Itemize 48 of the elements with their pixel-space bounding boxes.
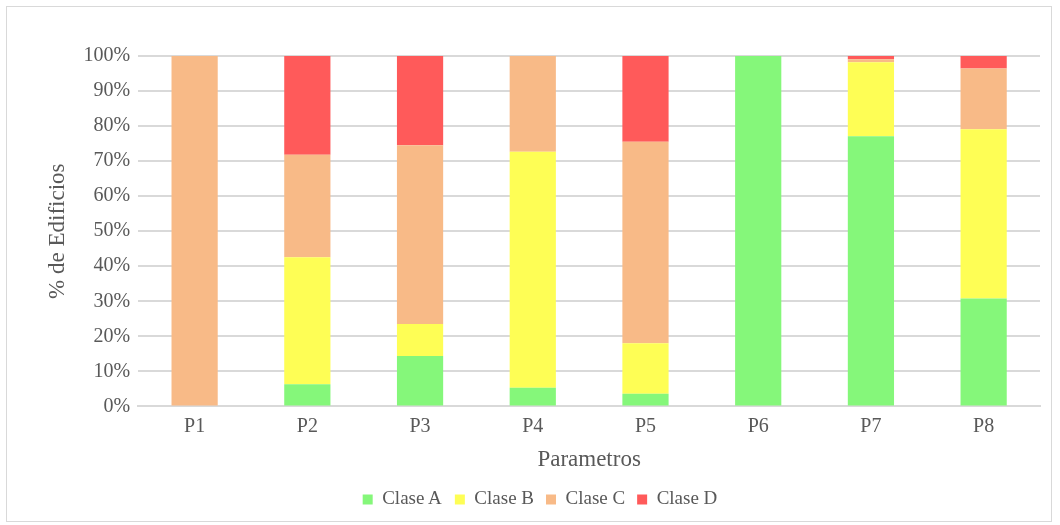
y-tick-label: 20% bbox=[93, 323, 131, 346]
legend-label: Clase D bbox=[656, 487, 718, 509]
bar bbox=[847, 62, 895, 137]
x-tick-label: P6 bbox=[747, 413, 769, 436]
bar bbox=[509, 56, 556, 152]
y-tick-label: 50% bbox=[93, 218, 131, 241]
y-tick-label: 100% bbox=[83, 43, 131, 66]
bar bbox=[396, 56, 444, 146]
bar bbox=[847, 136, 895, 406]
y-tick-label: 30% bbox=[93, 288, 131, 311]
bar bbox=[396, 145, 444, 325]
bar bbox=[960, 68, 1007, 130]
legend-label: Clase A bbox=[382, 487, 443, 509]
x-tick-label: P7 bbox=[860, 413, 882, 436]
bar bbox=[171, 56, 218, 406]
bar bbox=[284, 154, 331, 258]
legend-label: Clase C bbox=[565, 487, 626, 509]
bar bbox=[284, 257, 331, 385]
bar bbox=[396, 324, 444, 356]
x-tick-label: P1 bbox=[184, 413, 206, 436]
bar bbox=[396, 355, 444, 406]
x-axis-title: Parametros bbox=[537, 446, 641, 472]
bar bbox=[509, 387, 556, 406]
bar bbox=[622, 343, 669, 394]
y-tick-label: 40% bbox=[93, 253, 131, 276]
bar bbox=[622, 141, 669, 344]
x-tick-label: P5 bbox=[634, 413, 657, 436]
y-tick-label: 90% bbox=[93, 78, 131, 101]
legend-label: Clase B bbox=[474, 487, 535, 509]
x-tick-label: P8 bbox=[973, 413, 995, 436]
bar bbox=[622, 393, 669, 406]
x-tick-label: P3 bbox=[409, 413, 431, 436]
y-tick-label: 0% bbox=[103, 393, 131, 416]
y-tick-label: 10% bbox=[93, 358, 131, 381]
bar bbox=[622, 56, 669, 142]
x-tick-label: P4 bbox=[522, 413, 544, 436]
y-tick-label: 60% bbox=[93, 183, 131, 206]
x-tick-label: P2 bbox=[296, 413, 318, 436]
bar bbox=[284, 56, 331, 155]
bar bbox=[284, 384, 331, 406]
bar bbox=[509, 151, 556, 388]
y-tick-label: 70% bbox=[93, 148, 131, 171]
bar bbox=[960, 298, 1007, 406]
bar bbox=[960, 56, 1007, 69]
y-tick-label: 80% bbox=[93, 113, 131, 136]
bar bbox=[960, 129, 1007, 299]
bar bbox=[735, 56, 782, 406]
y-axis-title: % de Edificios bbox=[43, 163, 69, 299]
